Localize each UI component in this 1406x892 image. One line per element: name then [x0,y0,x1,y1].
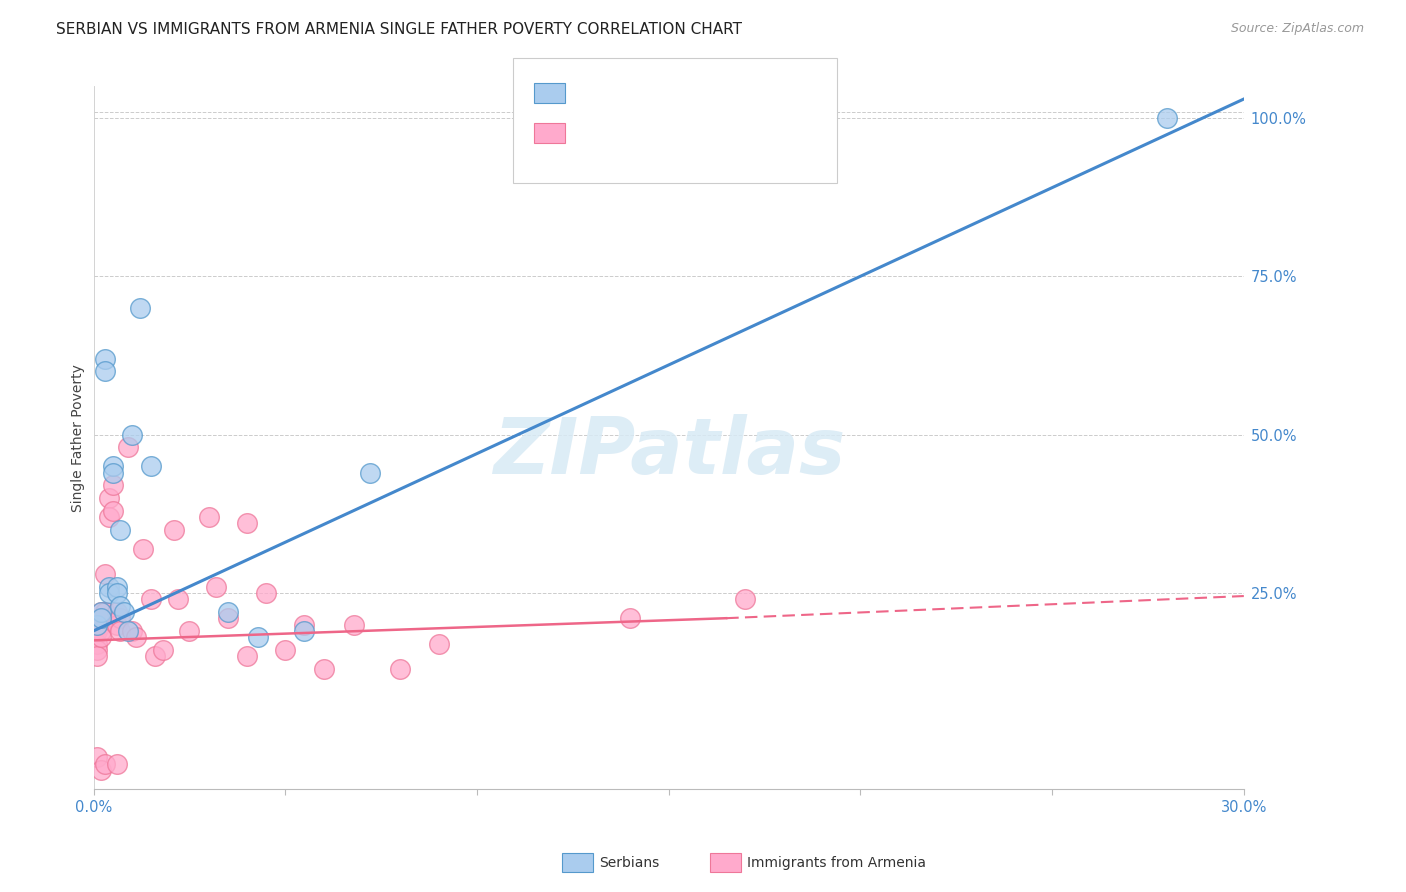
Point [86,636,108,650]
Point [97,491,120,505]
Point [128,301,150,315]
Point [427,636,450,650]
Point [359,466,381,480]
Point [90,605,112,619]
Point [94,351,117,366]
Text: R = 0.676   N = 23: R = 0.676 N = 23 [576,87,733,101]
Point [86,649,108,664]
Point [294,624,316,638]
Point [97,509,120,524]
Point [312,662,335,676]
Point [97,586,120,600]
Point [90,617,112,632]
Point [112,605,135,619]
Y-axis label: Single Father Poverty: Single Father Poverty [72,364,86,512]
Point [105,605,128,619]
Point [143,649,166,664]
Point [86,624,108,638]
Point [152,643,174,657]
Point [125,630,148,644]
Point [110,523,132,537]
Text: ZIPatlas: ZIPatlas [492,414,845,490]
Point [236,516,259,531]
Point [86,617,108,632]
Text: SERBIAN VS IMMIGRANTS FROM ARMENIA SINGLE FATHER POVERTY CORRELATION CHART: SERBIAN VS IMMIGRANTS FROM ARMENIA SINGL… [56,22,742,37]
Point [236,649,259,664]
Point [101,503,124,517]
Point [94,364,117,378]
Point [117,624,139,638]
Point [94,605,117,619]
Point [167,592,190,607]
Point [90,763,112,777]
Point [101,459,124,474]
Point [110,624,132,638]
Point [254,586,277,600]
Point [86,643,108,657]
Point [163,523,186,537]
Point [90,611,112,625]
Point [97,580,120,594]
Point [94,566,117,581]
Point [101,466,124,480]
Point [90,624,112,638]
Text: Immigrants from Armenia: Immigrants from Armenia [747,855,925,870]
Point [105,617,128,632]
Point [734,592,756,607]
Point [389,662,412,676]
Point [619,611,641,625]
Point [121,624,143,638]
Point [105,756,128,771]
Point [179,624,201,638]
Point [139,459,162,474]
Point [197,509,219,524]
Point [205,580,228,594]
Text: Serbians: Serbians [599,855,659,870]
Text: Source: ZipAtlas.com: Source: ZipAtlas.com [1230,22,1364,36]
Point [121,427,143,442]
Point [94,756,117,771]
Point [274,643,297,657]
Point [110,611,132,625]
Point [247,630,270,644]
Point [105,580,128,594]
Point [294,617,316,632]
Point [132,541,155,556]
Point [217,605,239,619]
Point [90,605,112,619]
Point [90,630,112,644]
Point [139,592,162,607]
Point [86,750,108,764]
Point [101,478,124,492]
Point [1156,111,1178,125]
Point [110,599,132,613]
Point [117,440,139,454]
Point [105,586,128,600]
Text: R = 0.082   N = 46: R = 0.082 N = 46 [576,127,733,141]
Point [343,617,366,632]
Point [217,611,239,625]
